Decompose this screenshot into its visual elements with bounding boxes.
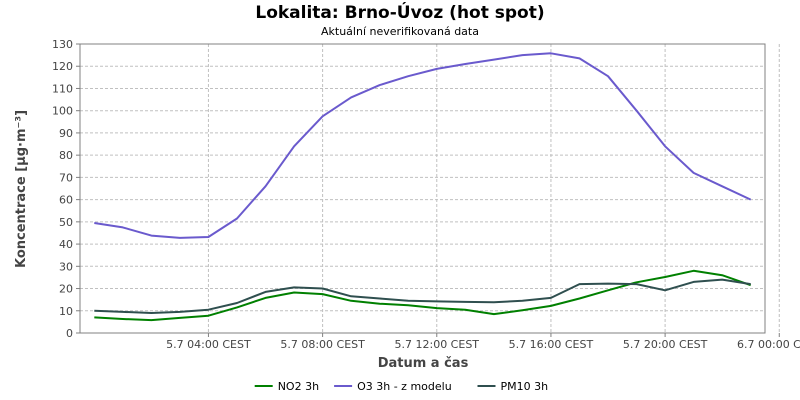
- plot-background: [80, 44, 765, 333]
- y-tick-label: 0: [66, 327, 73, 340]
- grid-lines: [80, 43, 780, 334]
- series-line-o3-3h-z-modelu: [94, 52, 752, 239]
- x-tick-label: 5.7 12:00 CEST: [395, 338, 480, 351]
- x-tick-label: 6.7 00:00 CEST: [737, 338, 800, 351]
- chart-subtitle: Aktuální neverifikovaná data: [321, 25, 479, 38]
- legend-label-pm10-3h: PM10 3h: [501, 380, 549, 393]
- x-tick-label: 5.7 08:00 CEST: [280, 338, 365, 351]
- x-tick-labels: 5.7 04:00 CEST 5.7 08:00 CEST 5.7 12:00 CE…: [166, 333, 800, 351]
- y-tick-label: 100: [52, 105, 73, 118]
- plot-area: [80, 44, 765, 333]
- y-axis-label: Koncentrace [µg·m⁻³]: [14, 110, 29, 268]
- legend-label-o3-3h-z-modelu: O3 3h - z modelu: [357, 380, 452, 393]
- series-lines: [94, 52, 752, 322]
- y-tick-label: 30: [59, 260, 73, 273]
- y-tick-label: 60: [59, 194, 73, 207]
- series-line-no2-3h: [94, 269, 752, 322]
- y-tick-labels: 0 10 20 30 40 50 60 70 80 90 100 110 120 130: [52, 38, 80, 340]
- x-tick-label: 5.7 04:00 CEST: [166, 338, 251, 351]
- y-tick-label: 40: [59, 238, 73, 251]
- axes: [79, 43, 766, 334]
- y-tick-label: 70: [59, 171, 73, 184]
- y-tick-label: 90: [59, 127, 73, 140]
- x-axis-label: Datum a čas: [378, 356, 469, 371]
- x-tick-label: 5.7 16:00 CEST: [509, 338, 594, 351]
- y-tick-label: 50: [59, 216, 73, 229]
- y-tick-label: 10: [59, 305, 73, 318]
- y-tick-label: 130: [52, 38, 73, 51]
- y-tick-label: 110: [52, 82, 73, 95]
- y-tick-label: 120: [52, 60, 73, 73]
- chart-title: Lokalita: Brno-Úvoz (hot spot): [255, 1, 544, 23]
- y-tick-label: 80: [59, 149, 73, 162]
- legend-label-no2-3h: NO2 3h: [278, 380, 319, 393]
- x-tick-label: 5.7 20:00 CEST: [623, 338, 708, 351]
- legend: NO2 3h O3 3h - z modelu PM10 3h: [254, 380, 549, 393]
- series-line-pm10-3h: [94, 278, 751, 314]
- y-tick-label: 20: [59, 283, 73, 296]
